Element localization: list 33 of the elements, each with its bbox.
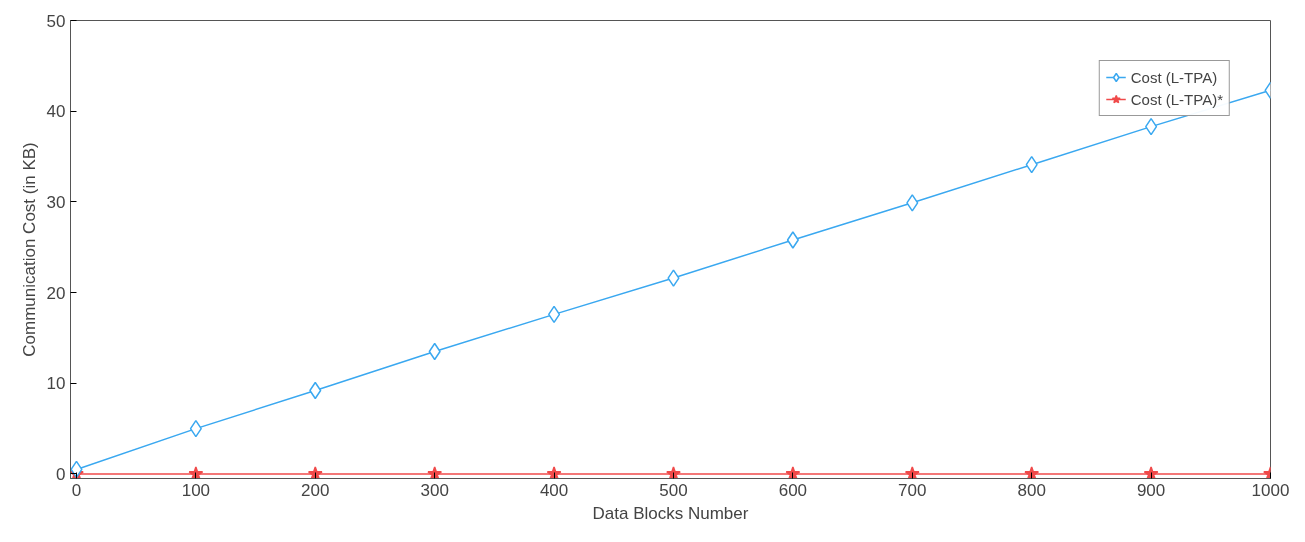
- point: [546, 466, 562, 479]
- point: [666, 466, 681, 479]
- point: [307, 466, 323, 479]
- x-tick-label: 400: [539, 480, 569, 500]
- point: [427, 466, 443, 479]
- x-tick-label: 100: [181, 480, 211, 500]
- x-tick-label: 200: [301, 480, 330, 500]
- y-tick-label: 50: [46, 11, 66, 31]
- x-tick-label: 700: [898, 480, 927, 500]
- point: [1024, 466, 1040, 479]
- x-tick-label: 500: [659, 480, 688, 500]
- x-tick-label: 300: [420, 480, 449, 500]
- x-tick-label: 600: [778, 480, 808, 500]
- x-tick-label: 900: [1136, 480, 1166, 500]
- y-tick-label: 30: [46, 192, 66, 212]
- y-axis-title: Communication Cost (in KB): [19, 142, 39, 357]
- x-tick-label: 1000: [1251, 480, 1290, 500]
- point: [667, 269, 680, 287]
- point: [906, 194, 919, 212]
- y-tick-label: 0: [56, 464, 66, 484]
- x-tick-label: 0: [71, 480, 82, 500]
- y-tick-label: 20: [46, 283, 66, 303]
- point: [1143, 466, 1159, 479]
- x-axis-title: Data Blocks Number: [592, 503, 749, 523]
- point: [786, 231, 799, 249]
- legend-label: Cost (L-TPA)*: [1130, 90, 1223, 108]
- y-tick-label: 10: [46, 374, 66, 394]
- legend-label: Cost (L-TPA): [1130, 68, 1218, 86]
- point: [904, 466, 920, 479]
- x-tick-label: 800: [1017, 480, 1046, 500]
- point: [785, 466, 801, 479]
- point: [188, 466, 204, 479]
- y-tick-label: 40: [46, 102, 66, 122]
